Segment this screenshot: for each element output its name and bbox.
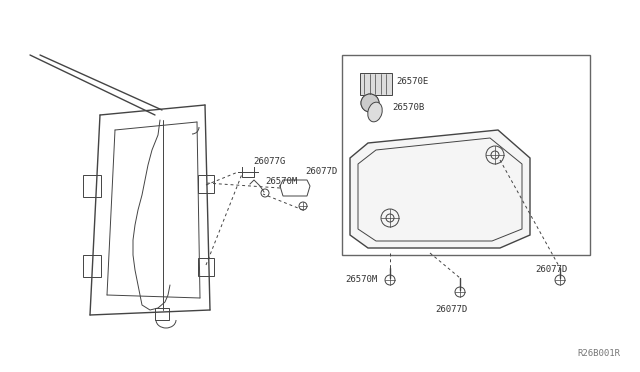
Circle shape <box>361 94 379 112</box>
Bar <box>198 258 214 276</box>
Bar <box>155 308 169 320</box>
Bar <box>198 175 214 193</box>
Text: 26570M: 26570M <box>345 276 377 285</box>
Text: 26077D: 26077D <box>535 266 567 275</box>
Bar <box>83 175 101 197</box>
Text: R26B001R: R26B001R <box>577 349 620 358</box>
Bar <box>360 73 392 95</box>
Text: 26570M: 26570M <box>265 177 297 186</box>
Bar <box>83 255 101 277</box>
Ellipse shape <box>368 102 382 122</box>
Text: 26077G: 26077G <box>253 157 285 167</box>
Text: 26077D: 26077D <box>435 305 467 314</box>
Text: 26570E: 26570E <box>396 77 428 87</box>
Polygon shape <box>350 130 530 248</box>
Text: 26077D: 26077D <box>305 167 337 176</box>
Text: 26570B: 26570B <box>392 103 424 112</box>
Bar <box>342 55 590 255</box>
